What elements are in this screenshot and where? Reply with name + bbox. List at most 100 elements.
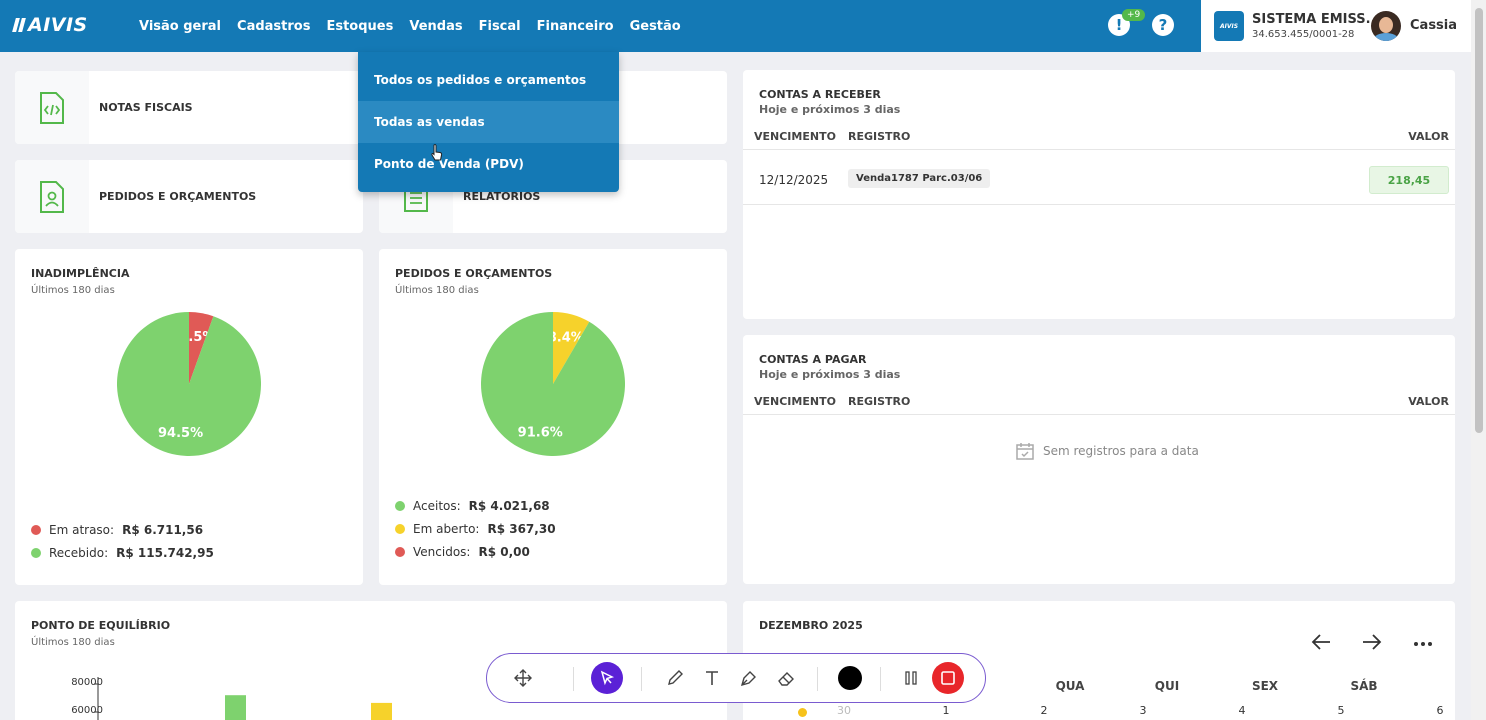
legend-label: Em aberto: <box>413 521 480 536</box>
pie-label: 91.6% <box>518 425 563 440</box>
legend-dot <box>395 523 405 534</box>
app-logo[interactable]: AIVIS <box>12 14 88 36</box>
pedidos-card: PEDIDOS E ORÇAMENTOS Últimos 180 dias 8.… <box>379 249 727 585</box>
card-subtitle: Últimos 180 dias <box>395 285 479 296</box>
company-selector[interactable]: AIVIS SISTEMA EMISS... 34.653.455/0001-2… <box>1201 0 1471 52</box>
user-file-icon <box>15 160 89 233</box>
legend-item: Em aberto: R$ 367,30 <box>395 517 556 540</box>
calendar-day[interactable]: 2 <box>1040 704 1048 717</box>
calendar-day[interactable]: 3 <box>1139 704 1147 717</box>
arrow-right-icon[interactable] <box>1361 631 1383 659</box>
shortcut-label: NOTAS FISCAIS <box>99 101 193 114</box>
more-icon[interactable] <box>1413 630 1435 658</box>
nav-cadastros[interactable]: Cadastros <box>237 18 311 34</box>
annotation-toolbar <box>486 653 986 703</box>
calendar-check-icon <box>1016 443 1034 460</box>
legend-dot <box>395 546 405 557</box>
calendar-day[interactable]: 5 <box>1337 704 1345 717</box>
nav-financeiro[interactable]: Financeiro <box>536 18 614 34</box>
shortcut-notas-fiscais[interactable]: NOTAS FISCAIS <box>15 71 363 144</box>
bar[interactable] <box>225 695 246 720</box>
pencil-icon[interactable] <box>659 662 691 694</box>
inadimplencia-card: INADIMPLÊNCIA Últimos 180 dias 5.5% 94.5%… <box>15 249 363 585</box>
nav-estoques[interactable]: Estoques <box>326 18 394 34</box>
col-registro[interactable]: REGISTRO <box>848 395 911 408</box>
user-name[interactable]: Cassia <box>1410 18 1458 33</box>
y-tick: 60000 <box>71 705 103 716</box>
nav-gestao[interactable]: Gestão <box>629 18 681 34</box>
company-cnpj: 34.653.455/0001-28 <box>1252 29 1355 40</box>
col-valor[interactable]: VALOR <box>1408 395 1449 408</box>
hand-cursor-icon <box>431 144 443 161</box>
text-icon[interactable] <box>696 662 728 694</box>
table-header: VENCIMENTO REGISTRO VALOR <box>743 124 1455 150</box>
legend-value: R$ 6.711,56 <box>122 522 204 537</box>
menu-item-todas-vendas[interactable]: Todas as vendas <box>358 101 619 143</box>
legend-value: R$ 115.742,95 <box>116 545 214 560</box>
alert-icon[interactable]: ! +9 <box>1108 9 1146 36</box>
main-nav: Visão geral Cadastros Estoques Vendas Fi… <box>131 0 689 52</box>
help-icon[interactable]: ? <box>1152 14 1174 36</box>
notification-badge: +9 <box>1122 9 1146 21</box>
legend: Em atraso: R$ 6.711,56 Recebido: R$ 115.74… <box>31 518 214 564</box>
stop-icon[interactable] <box>932 662 964 694</box>
calendar-day[interactable]: 30 <box>837 704 851 717</box>
row-registro-tag[interactable]: Venda1787 Parc.03/06 <box>848 169 991 188</box>
eraser-icon[interactable] <box>770 662 802 694</box>
pie-slice[interactable] <box>553 312 590 384</box>
weekday-label: SÁB <box>1350 679 1378 693</box>
legend-value: R$ 367,30 <box>487 521 556 536</box>
contas-pagar-card: CONTAS A PAGAR Hoje e próximos 3 dias VE… <box>743 335 1455 584</box>
legend-value: R$ 4.021,68 <box>468 498 550 513</box>
card-title: CONTAS A RECEBER <box>759 88 881 101</box>
pie-slice[interactable] <box>481 312 625 456</box>
logo-text: AIVIS <box>28 14 88 36</box>
legend-dot <box>31 524 41 535</box>
top-navbar: AIVIS Visão geral Cadastros Estoques Ven… <box>0 0 1486 52</box>
legend-label: Recebido: <box>49 545 109 560</box>
calendar-day[interactable]: 4 <box>1238 704 1246 717</box>
scroll-thumb[interactable] <box>1475 8 1483 433</box>
avatar[interactable] <box>1371 11 1401 41</box>
pen-tool-icon[interactable] <box>733 662 765 694</box>
scrollbar[interactable] <box>1471 0 1486 720</box>
arrow-left-icon[interactable] <box>1310 631 1332 659</box>
calendar-day[interactable]: 1 <box>942 704 950 717</box>
pause-icon[interactable] <box>895 662 927 694</box>
weekday-label: SEX <box>1251 679 1279 693</box>
vendas-dropdown-menu: Todos os pedidos e orçamentos Todas as v… <box>358 52 619 192</box>
col-registro[interactable]: REGISTRO <box>848 130 911 143</box>
legend-item: Vencidos: R$ 0,00 <box>395 540 556 563</box>
nav-vendas[interactable]: Vendas <box>401 0 471 52</box>
col-vencimento[interactable]: VENCIMENTO <box>754 395 836 408</box>
contas-receber-card: CONTAS A RECEBER Hoje e próximos 3 dias … <box>743 70 1455 319</box>
pie-label: 8.4% <box>548 331 584 346</box>
nav-visao-geral[interactable]: Visão geral <box>139 18 222 34</box>
legend-label: Aceitos: <box>413 498 461 513</box>
menu-item-pdv[interactable]: Ponto de Venda (PDV) <box>374 157 524 171</box>
row-date: 12/12/2025 <box>759 173 829 187</box>
nav-fiscal[interactable]: Fiscal <box>478 18 521 34</box>
legend-value: R$ 0,00 <box>478 544 530 559</box>
col-vencimento[interactable]: VENCIMENTO <box>754 130 836 143</box>
table-header: VENCIMENTO REGISTRO VALOR <box>743 389 1455 415</box>
company-name: SISTEMA EMISS... <box>1252 12 1381 27</box>
bar[interactable] <box>371 702 392 720</box>
move-icon[interactable] <box>507 662 539 694</box>
shortcut-pedidos[interactable]: PEDIDOS E ORÇAMENTOS <box>15 160 363 233</box>
code-file-icon <box>15 71 89 144</box>
col-valor[interactable]: VALOR <box>1408 130 1449 143</box>
pie-slice[interactable] <box>189 312 214 384</box>
card-title: CONTAS A PAGAR <box>759 353 867 366</box>
top-icons: ! +9 ? <box>1108 9 1174 36</box>
menu-item-todos-pedidos[interactable]: Todos os pedidos e orçamentos <box>374 73 587 87</box>
event-dot <box>798 708 807 717</box>
legend-item: Em atraso: R$ 6.711,56 <box>31 518 214 541</box>
table-row[interactable]: 12/12/2025 Venda1787 Parc.03/06 218,45 <box>743 155 1455 205</box>
weekday-label: QUI <box>1154 679 1180 693</box>
select-pointer-icon[interactable] <box>591 662 623 694</box>
calendar-day[interactable]: 6 <box>1436 704 1444 717</box>
card-title: PONTO DE EQUILÍBRIO <box>31 619 171 632</box>
pie-slice[interactable] <box>117 312 262 456</box>
color-picker-icon[interactable] <box>834 662 866 694</box>
